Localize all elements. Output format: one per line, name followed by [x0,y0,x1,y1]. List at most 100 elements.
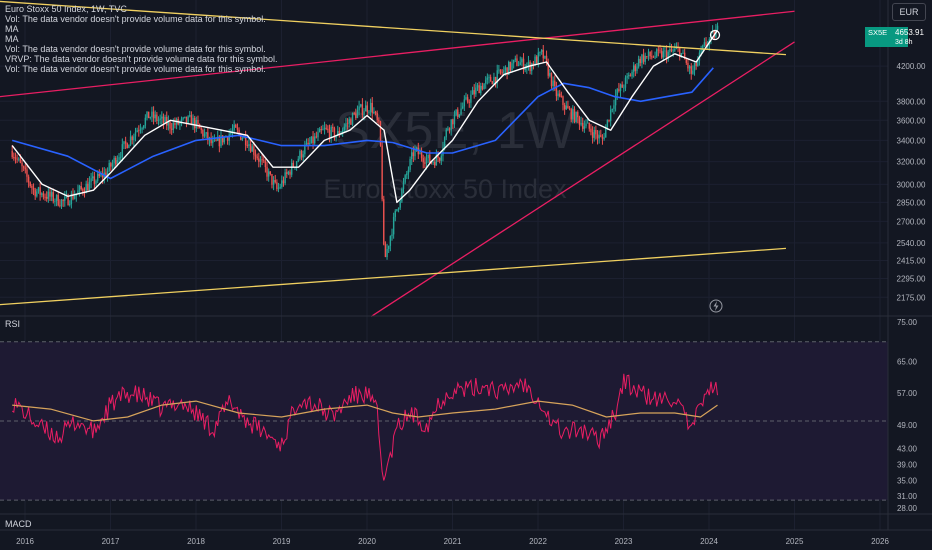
candle-body [93,176,96,184]
candle-body [656,49,658,57]
candle-body [545,55,548,62]
trendline[interactable] [0,247,786,306]
candle-body [307,142,309,145]
candle-body [586,122,589,124]
candle-body [585,123,587,127]
rsi-tick-label: 39.00 [897,460,918,469]
candle-body [519,62,521,66]
candle-body [672,50,674,52]
candle-body [330,127,332,139]
candle-body [13,157,15,158]
candle-body [391,234,393,237]
legend-symbol[interactable]: Euro Stoxx 50 Index, 1W, TVC [5,4,127,14]
candle-body [41,193,43,195]
candle-body [386,248,388,258]
candle-body [73,195,76,199]
candle-body [24,167,27,170]
candle-body [512,59,515,64]
candle-body [46,196,48,199]
legend-ma-1[interactable]: MA [5,24,19,34]
price-tag: SX5E 4653.91 3d 8h [709,27,924,47]
candle-body [700,50,702,53]
candle-body [263,160,265,162]
candle-body [166,116,168,126]
candle-body [358,106,360,111]
rsi-tick-label: 57.00 [897,389,918,398]
candle-body [524,67,526,71]
candle-body [254,154,257,157]
candle-body [609,109,612,122]
candle-body [383,199,385,245]
candle-body [42,193,45,197]
candle-body [664,50,666,52]
candle-body [649,51,651,57]
legend-vrvp[interactable]: VRVP: The data vendor doesn't provide vo… [5,54,278,64]
candle-body [337,131,339,136]
candle-body [595,129,597,135]
candle-body [662,51,664,58]
trendline[interactable] [370,41,795,317]
candle-body [552,80,554,87]
rsi-tick-label: 28.00 [897,504,918,513]
candle-body [34,189,36,197]
candle-body [557,93,559,97]
rsi-tick-label: 43.00 [897,445,918,454]
price-tag-box [865,27,908,47]
candle-body [562,96,564,106]
candle-body [143,125,145,128]
candle-body [213,139,216,141]
legend-volume-3[interactable]: Vol: The data vendor doesn't provide vol… [5,64,266,74]
lightning-icon[interactable] [709,299,723,313]
trendlines[interactable] [0,0,795,317]
candle-body [470,94,472,103]
candle-body [39,187,41,195]
candle-body [483,83,485,90]
candle-body [480,85,482,94]
candle-body [355,113,357,119]
candle-body [55,194,58,201]
candle-body [366,105,369,113]
legend-volume-2[interactable]: Vol: The data vendor doesn't provide vol… [5,44,266,54]
candle-body [26,169,28,177]
candle-body [593,129,595,138]
candle-body [179,121,181,125]
candle-body [582,122,584,129]
candle-body [575,112,577,122]
candle-body [473,90,475,95]
candle-body [376,113,378,121]
macd-pane-label[interactable]: MACD [5,519,32,529]
candle-body [388,245,390,249]
candle-body [80,186,82,189]
candle-body [565,105,567,110]
candle-body [511,63,513,71]
candle-body [16,158,18,160]
candle-body [458,114,461,117]
candle-body [674,48,676,51]
candle-body [315,136,318,138]
rsi-tick-label: 31.00 [897,492,918,501]
trendline[interactable] [0,10,795,98]
legend-ma-2[interactable]: MA [5,34,19,44]
candle-body [448,128,451,130]
candle-body [302,154,304,158]
candle-body [333,128,336,138]
legend-volume-1[interactable]: Vol: The data vendor doesn't provide vol… [5,14,266,24]
candle-body [404,175,406,183]
candle-body [101,173,104,178]
candle-body [31,185,33,188]
candle-body [19,158,22,163]
candle-body [549,72,551,76]
candle-body [115,157,117,165]
currency-button[interactable]: EUR [892,3,926,21]
trendline[interactable] [0,0,786,56]
candle-body [192,117,194,126]
rsi-pane-label[interactable]: RSI [5,319,21,329]
candle-body [323,127,326,130]
candle-body [118,157,120,160]
candle-body [290,162,293,175]
candle-body [440,155,443,161]
candle-body [381,145,383,200]
candle-body [363,111,365,115]
candle-body [351,113,354,125]
